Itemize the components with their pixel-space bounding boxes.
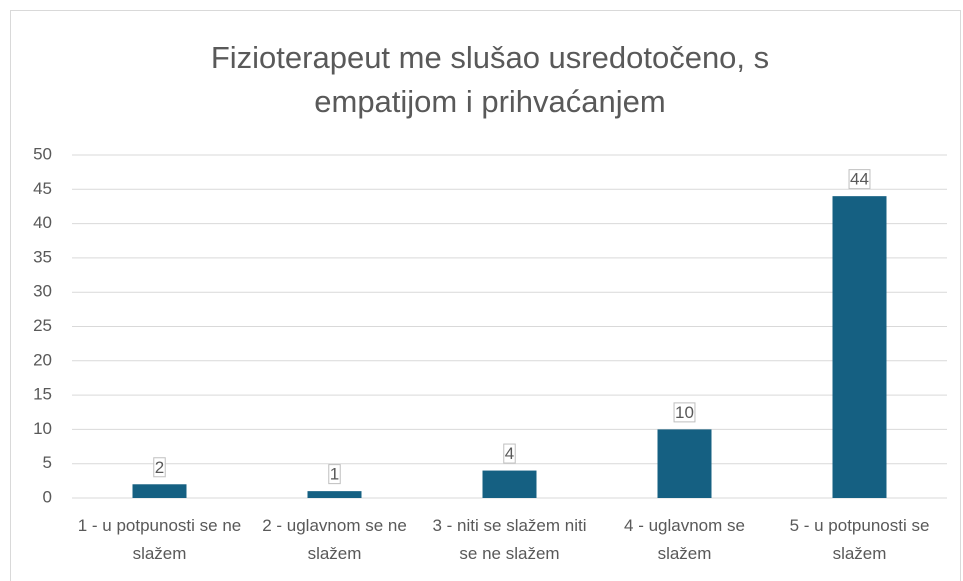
data-label-box: [673, 402, 696, 423]
y-tick-label: 25: [33, 316, 52, 335]
data-label-box: [153, 457, 166, 478]
y-tick-label: 35: [33, 247, 52, 266]
chart-frame: [10, 10, 961, 581]
data-label: 44: [850, 170, 869, 189]
y-tick-label: 5: [43, 453, 52, 472]
y-tick-label: 15: [33, 385, 52, 404]
data-label-box: [848, 169, 871, 190]
bar: [307, 491, 362, 498]
bar: [832, 196, 887, 498]
x-tick-label: 2 - uglavnom se ne slažem: [262, 516, 407, 563]
x-tick-label: 1 - u potpunosti se ne slažem: [77, 516, 242, 563]
y-tick-label: 50: [33, 144, 52, 163]
data-label-box: [328, 464, 341, 485]
y-tick-label: 10: [33, 419, 52, 438]
data-label: 1: [330, 465, 339, 484]
x-tick-label: 4 - uglavnom se slažem: [624, 516, 745, 563]
y-tick-label: 40: [33, 213, 52, 232]
data-label-box: [503, 443, 516, 464]
data-label: 10: [675, 403, 694, 422]
chart-title: Fizioterapeut me slušao usredotočeno, s …: [210, 40, 770, 119]
y-tick-label: 30: [33, 282, 52, 301]
x-tick-label: 5 - u potpunosti se slažem: [789, 516, 930, 563]
y-tick-label: 45: [33, 179, 52, 198]
bar: [482, 470, 537, 498]
bar: [657, 429, 712, 498]
x-tick-label: 3 - niti se slažem niti se ne slažem: [432, 516, 587, 563]
bar: [132, 484, 187, 498]
y-tick-label: 0: [43, 487, 52, 506]
data-label: 4: [505, 444, 514, 463]
y-tick-label: 20: [33, 350, 52, 369]
data-label: 2: [155, 458, 164, 477]
